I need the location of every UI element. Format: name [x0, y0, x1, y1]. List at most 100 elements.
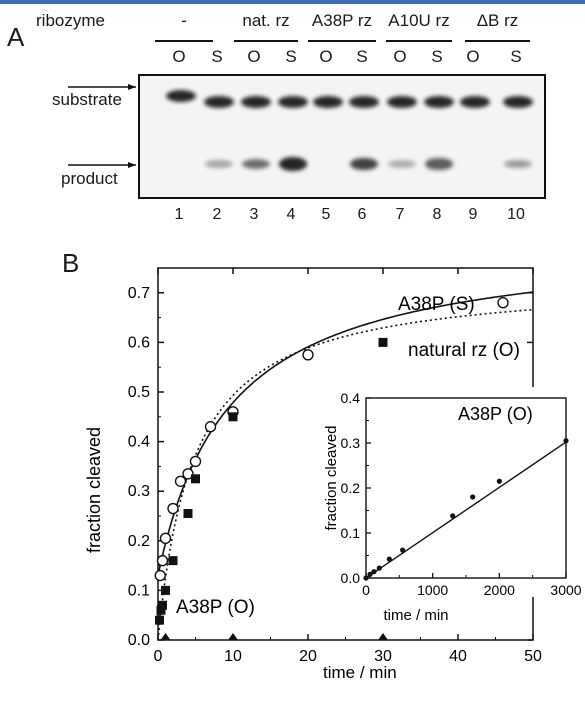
point-natural-rz: [161, 585, 170, 595]
inset-ytick-label: 0.4: [341, 390, 361, 406]
product-band-4: [279, 157, 307, 171]
point-a38p-o: [378, 633, 388, 640]
group-label-4: A10U rz: [388, 11, 450, 30]
product-band-2: [205, 160, 233, 168]
group-underline-1: [155, 40, 213, 42]
main-ytick-label: 0.2: [128, 533, 150, 550]
annotation-a38p-s: A38P (S): [398, 294, 475, 315]
group-underline-3: [308, 40, 376, 42]
main-xtick-label: 40: [449, 648, 467, 665]
substrate-band-1: [166, 90, 196, 102]
lane-number-7: 7: [395, 206, 405, 223]
product-band-8: [425, 158, 453, 170]
lane-type-4: S: [285, 47, 297, 66]
plot-panel: B 0 10 20 30 40 50 0.0 0.1 0.2 0.3 0.4 0.5 0.6 0.7 ti…: [0, 240, 585, 707]
main-xtick-label: 0: [154, 648, 163, 665]
lane-number-9: 9: [468, 206, 478, 223]
annotation-a38p-o: A38P (O): [176, 597, 255, 618]
substrate-band-2: [204, 96, 234, 108]
gel-arrows: [68, 84, 136, 168]
lane-type-6: S: [356, 47, 368, 66]
main-xlabel: time / min: [323, 663, 397, 682]
lane-type-1: O: [172, 47, 186, 66]
inset-point: [363, 575, 369, 581]
inset-fit-line: [365, 441, 567, 579]
inset-xtick-label: 0: [362, 582, 370, 598]
main-ytick-label: 0.7: [128, 285, 150, 302]
group-label-3: A38P rz: [311, 11, 373, 30]
annotation-natural-rz: natural rz (O): [408, 340, 520, 361]
main-ylabel: fraction cleaved: [84, 427, 104, 553]
lane-number-5: 5: [321, 206, 331, 223]
group-label-1: -: [181, 11, 187, 30]
inset-xtick-label: 3000: [550, 582, 581, 598]
main-xtick-label: 20: [299, 648, 317, 665]
inset-point: [496, 478, 502, 484]
inset-xtick-label: 2000: [484, 582, 515, 598]
main-ytick-label: 0.3: [128, 483, 150, 500]
lane-type-8: S: [431, 47, 443, 66]
main-ytick-label: 0.5: [128, 384, 150, 401]
top-accent-bar: [0, 0, 585, 4]
substrate-band-8: [424, 96, 454, 108]
inset-point: [371, 569, 377, 575]
main-ytick-label: 0.1: [128, 582, 150, 599]
point-natural-rz: [183, 509, 193, 519]
fit-curve-natural-rz: [157, 308, 534, 641]
product-band-6: [350, 157, 378, 171]
gel-panel: A ribozyme - nat. rz A38P rz A10U rz ΔB rz O…: [0, 0, 585, 235]
substrate-band-9: [460, 96, 490, 108]
inset-point: [450, 513, 456, 519]
inset-ytick-label: 0.1: [341, 525, 361, 541]
inset-point: [367, 571, 373, 577]
inset-point: [563, 438, 569, 444]
lane-type-3: O: [247, 47, 261, 66]
inset-ylabel: fraction cleaved: [323, 425, 340, 530]
product-band-7: [388, 160, 416, 168]
point-natural-rz: [228, 412, 238, 422]
main-ytick-label: 0.4: [128, 434, 150, 451]
point-a38p-o: [228, 633, 238, 640]
point-a38p-s: [159, 532, 172, 545]
product-arrow-head: [128, 162, 136, 168]
inset-ytick-label: 0.0: [341, 570, 361, 586]
lane-type-5: O: [319, 47, 333, 66]
panel-label-b: B: [62, 248, 80, 278]
main-ytick-label: 0.6: [128, 334, 150, 351]
main-chart: 0 10 20 30 40 50 0.0 0.1 0.2 0.3 0.4 0.5 0.6 0.7 time…: [84, 267, 582, 682]
point-a38p-s: [167, 502, 179, 515]
lane-type-10: S: [510, 47, 522, 66]
lane-number-8: 8: [432, 206, 442, 223]
group-label-5: ΔB rz: [476, 11, 519, 30]
inset-title: A38P (O): [458, 404, 533, 424]
point-a38p-s: [154, 569, 166, 582]
product-label: product: [61, 169, 118, 188]
inset-ytick-label: 0.2: [341, 480, 361, 496]
substrate-label: substrate: [52, 90, 122, 109]
inset-point: [400, 547, 406, 553]
point-a38p-o: [160, 633, 171, 640]
inset-point: [386, 556, 392, 562]
main-xtick-label: 10: [224, 648, 242, 665]
main-ytick-label: 0.0: [128, 632, 150, 649]
lane-type-7: O: [393, 47, 407, 66]
point-a38p-s: [182, 468, 194, 480]
product-band-3: [242, 158, 270, 170]
point-a38p-s: [174, 475, 187, 487]
group-underline-4: [386, 40, 452, 42]
substrate-band-5: [313, 96, 343, 108]
lane-number-6: 6: [357, 206, 367, 223]
inset-ytick-label: 0.3: [341, 435, 361, 451]
lane-type-2: S: [211, 47, 223, 66]
point-a38p-s: [302, 349, 314, 361]
lane-number-10: 10: [507, 206, 525, 223]
point-natural-rz: [156, 605, 166, 615]
point-natural-rz: [155, 615, 164, 625]
main-xtick-label: 50: [524, 648, 542, 665]
inset-xlabel: time / min: [383, 607, 448, 624]
gel-image: [138, 74, 546, 199]
lane-number-2: 2: [212, 206, 222, 223]
inset-point: [376, 565, 382, 571]
substrate-band-10: [503, 96, 533, 108]
ribozyme-label: ribozyme: [36, 11, 105, 30]
